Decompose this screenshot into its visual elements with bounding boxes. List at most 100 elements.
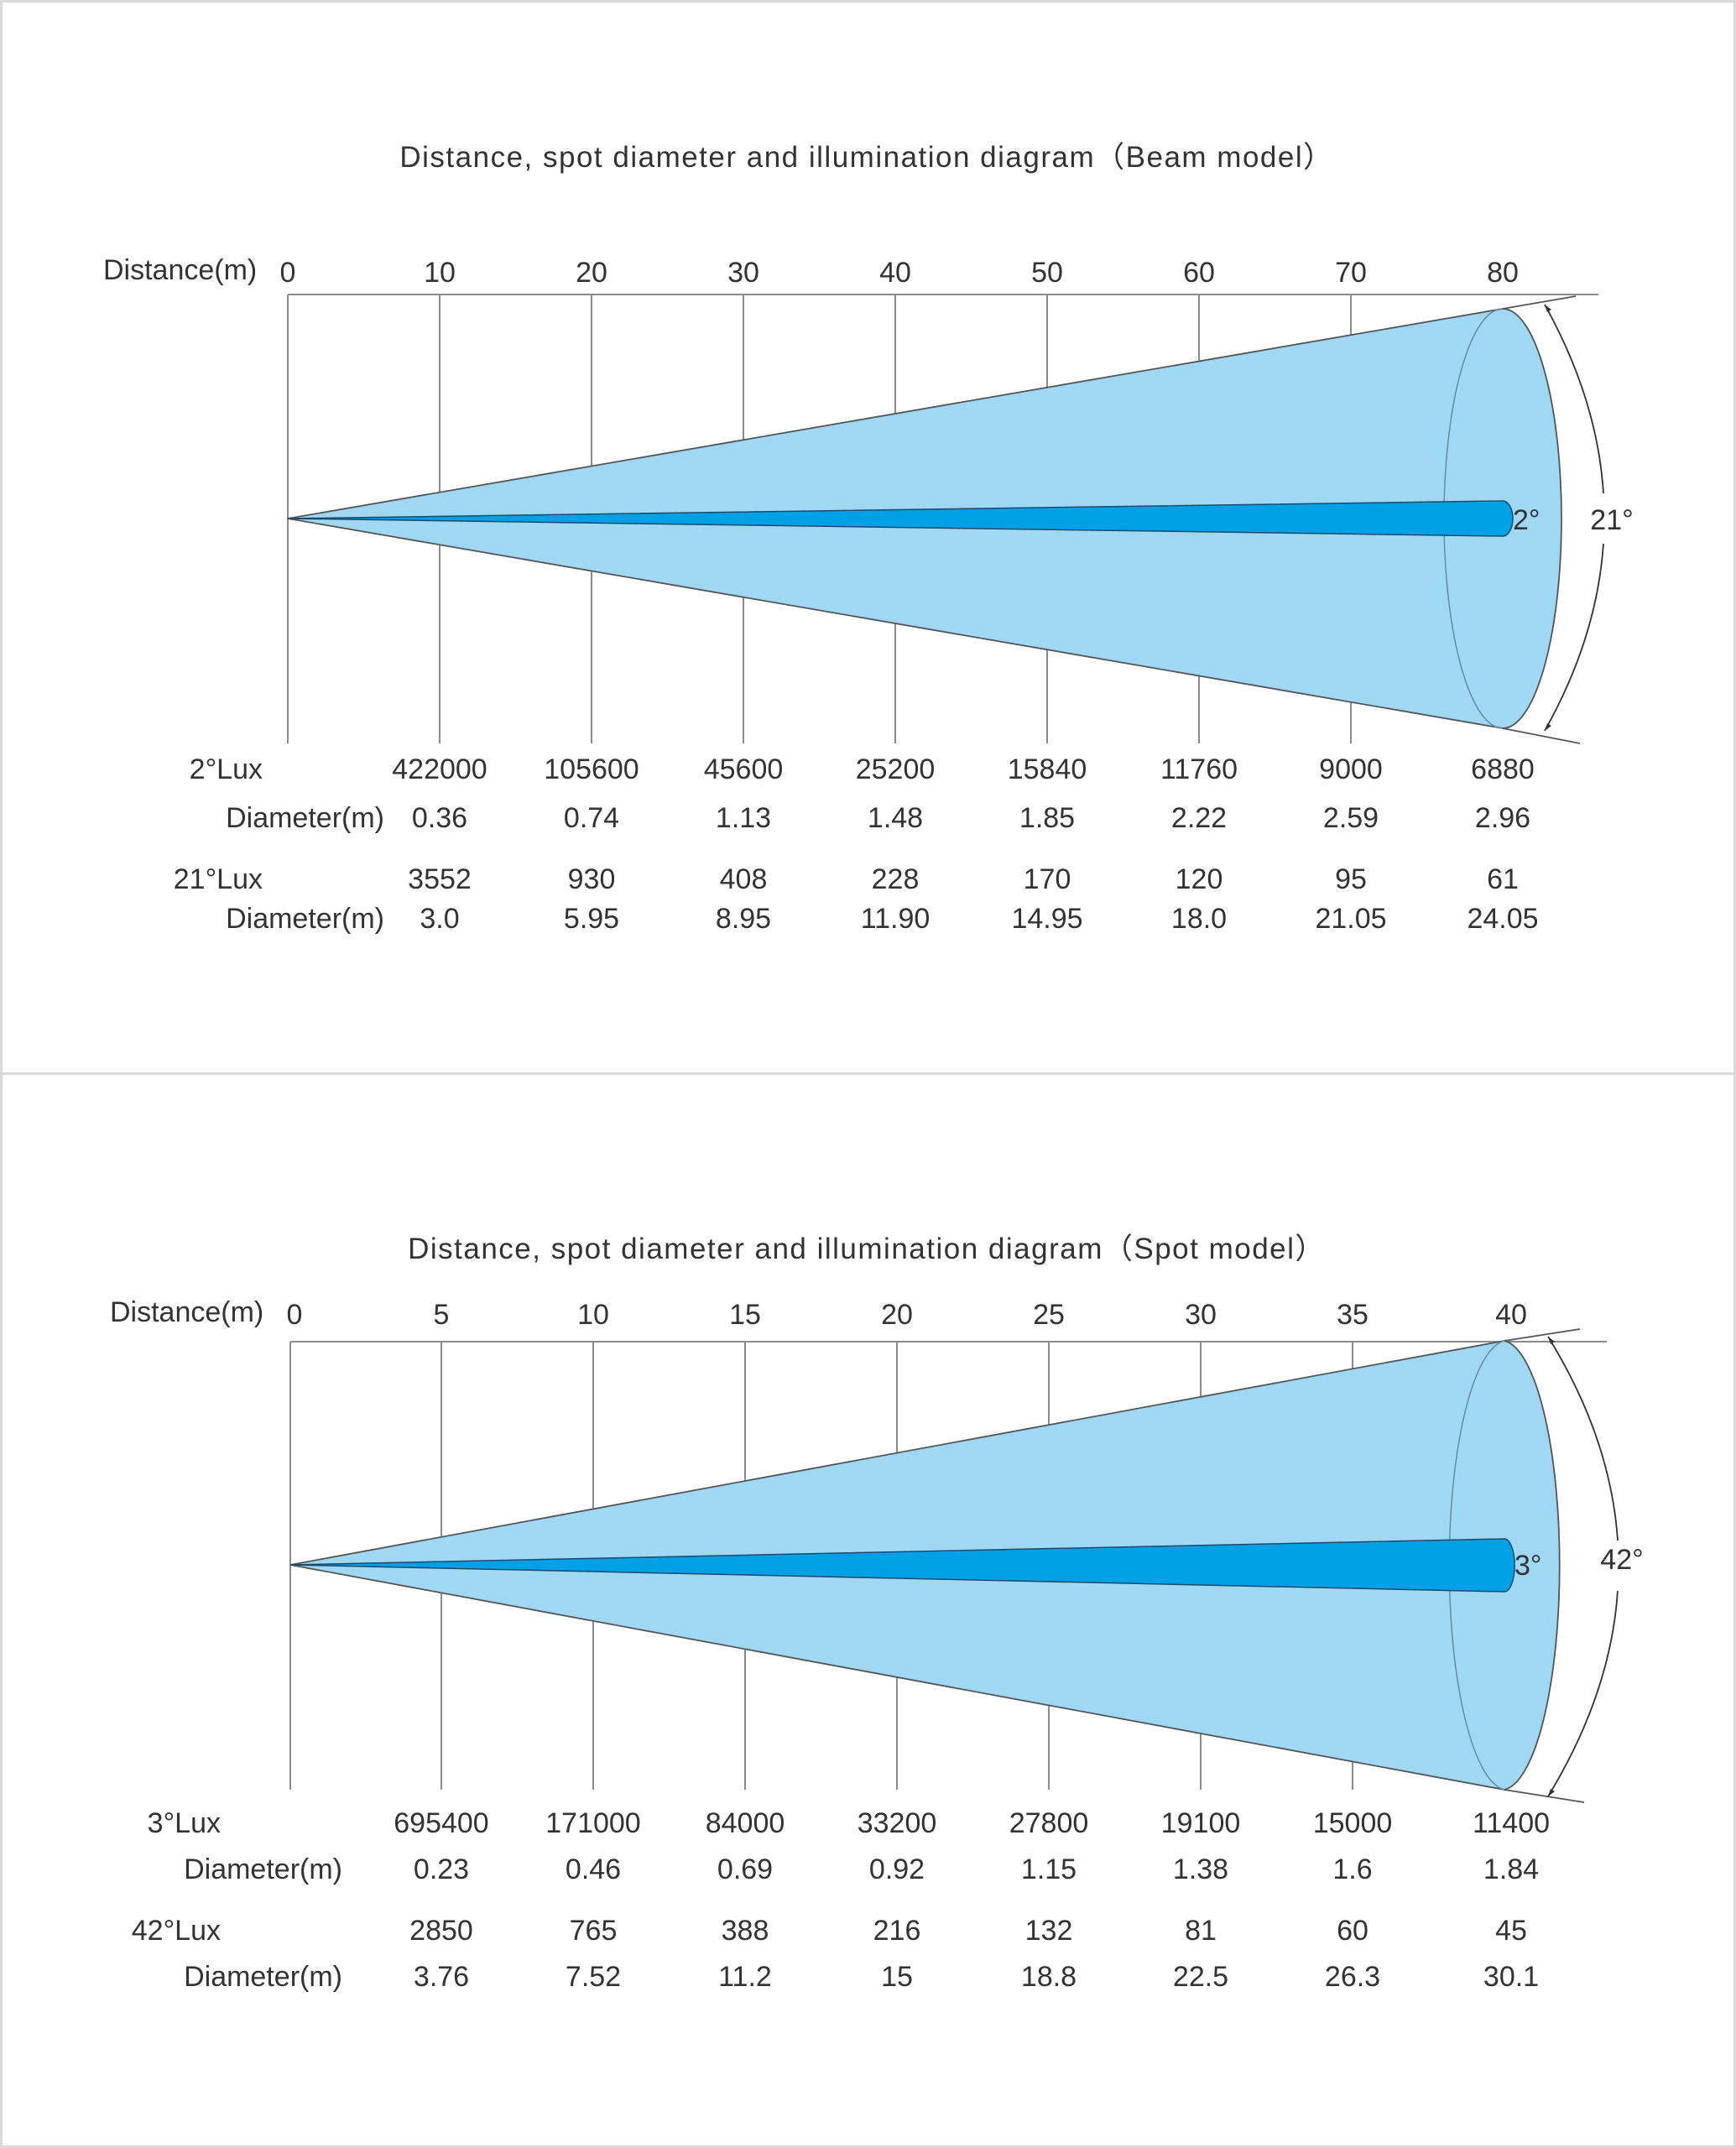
beam-distance-tick: 50 <box>1031 257 1063 289</box>
spot-cell: 765 <box>570 1915 618 1947</box>
spot-cell: 7.52 <box>566 1961 621 1993</box>
spot-distance-tick: 0 <box>287 1299 303 1331</box>
beam-row-label: 21°Lux <box>174 863 263 895</box>
beam-cell: 5.95 <box>564 903 619 935</box>
beam-cell: 25200 <box>856 753 936 785</box>
spot-cell: 216 <box>873 1915 921 1947</box>
spot-narrow-angle-label: 3° <box>1514 1550 1542 1582</box>
spot-row-label: 42°Lux <box>132 1915 221 1947</box>
beam-cell: 11.90 <box>861 903 931 935</box>
spot-cell: 0.46 <box>566 1853 621 1885</box>
beam-wide-angle-label: 21° <box>1590 504 1633 536</box>
spot-cell: 26.3 <box>1325 1961 1380 1993</box>
beam-distance-tick: 60 <box>1183 257 1215 289</box>
spot-cell: 18.8 <box>1021 1961 1077 1993</box>
spot-row-label: 3°Lux <box>148 1807 221 1839</box>
beam-cell: 228 <box>872 863 920 895</box>
spot-cell: 11400 <box>1473 1807 1550 1839</box>
beam-distance-tick: 30 <box>727 257 759 289</box>
spot-cell: 81 <box>1185 1915 1217 1947</box>
spot-narrow-cone <box>289 1538 1515 1593</box>
beam-cell: 45600 <box>704 753 784 785</box>
spot-diagram: Distance, spot diameter and illumination… <box>110 1233 1651 1993</box>
spot-cell: 84000 <box>706 1807 785 1839</box>
beam-cell: 2.22 <box>1171 802 1227 834</box>
beam-cell: 15840 <box>1008 753 1087 785</box>
beam-cell: 18.0 <box>1171 903 1227 935</box>
beam-cell: 14.95 <box>1011 903 1082 935</box>
spot-cell: 695400 <box>394 1807 488 1839</box>
beam-cell: 170 <box>1024 863 1071 895</box>
spot-cell: 0.23 <box>414 1853 469 1885</box>
beam-title: Distance, spot diameter and illumination… <box>399 141 1333 174</box>
spot-cell: 1.84 <box>1483 1853 1539 1885</box>
beam-row-label: 2°Lux <box>190 753 263 785</box>
beam-distance-tick: 20 <box>576 257 607 289</box>
spot-cell: 1.15 <box>1021 1853 1077 1885</box>
spot-wide-angle-label: 42° <box>1600 1544 1643 1576</box>
beam-distance-tick: 70 <box>1335 257 1367 289</box>
spot-distance-tick: 25 <box>1033 1299 1065 1331</box>
beam-narrow-cone <box>287 500 1514 537</box>
beam-cell: 105600 <box>544 753 639 785</box>
beam-distance-tick: 80 <box>1487 257 1519 289</box>
beam-cell: 930 <box>568 863 616 895</box>
beam-cell: 24.05 <box>1467 903 1538 935</box>
beam-cell: 3552 <box>408 863 472 895</box>
spot-cell: 3.76 <box>414 1961 469 1993</box>
spot-cell: 27800 <box>1009 1807 1089 1839</box>
spot-distance-tick: 30 <box>1185 1299 1217 1331</box>
beam-cell: 2.59 <box>1323 802 1379 834</box>
spot-row-label: Diameter(m) <box>184 1961 342 1993</box>
spot-title: Distance, spot diameter and illumination… <box>408 1233 1326 1265</box>
spot-cell: 388 <box>722 1915 769 1947</box>
spot-distance-label: Distance(m) <box>110 1296 263 1328</box>
spot-model-panel: Distance, spot diameter and illumination… <box>0 1072 1736 2148</box>
spot-row-label: Diameter(m) <box>184 1853 342 1885</box>
spot-cell: 11.2 <box>718 1961 772 1993</box>
beam-cell: 120 <box>1176 863 1223 895</box>
beam-distance-label: Distance(m) <box>103 254 257 286</box>
beam-cell: 11760 <box>1160 753 1238 785</box>
spot-distance-tick: 5 <box>434 1299 450 1331</box>
spot-data-table: 3°Lux Diameter(m) 42°Lux Diameter(m) 695… <box>132 1807 1550 1993</box>
beam-data-table: 2°Lux Diameter(m) 21°Lux Diameter(m) 422… <box>174 753 1539 935</box>
beam-cell: 0.74 <box>564 802 619 834</box>
beam-cell: 0.36 <box>412 802 467 834</box>
beam-cell: 1.85 <box>1019 802 1075 834</box>
spot-distance-tick: 15 <box>729 1299 761 1331</box>
spot-distance-tick: 35 <box>1337 1299 1368 1331</box>
beam-distance-ticks: 0 10 20 30 40 50 60 70 80 <box>280 257 1519 289</box>
spot-cell: 45 <box>1495 1915 1527 1947</box>
spot-distance-tick: 10 <box>577 1299 609 1331</box>
spot-cell: 1.6 <box>1332 1853 1372 1885</box>
spot-cell: 19100 <box>1161 1807 1241 1839</box>
beam-cell: 61 <box>1487 863 1519 895</box>
spot-cell: 132 <box>1025 1915 1073 1947</box>
spot-cell: 15 <box>881 1961 913 1993</box>
spot-cell: 60 <box>1337 1915 1368 1947</box>
beam-cell: 2.96 <box>1475 802 1530 834</box>
spot-cell: 171000 <box>545 1807 640 1839</box>
beam-model-panel: Distance, spot diameter and illumination… <box>0 0 1736 1075</box>
beam-diagram: Distance, spot diameter and illumination… <box>103 141 1639 935</box>
spot-distance-tick: 40 <box>1495 1299 1527 1331</box>
beam-row-label: Diameter(m) <box>226 802 384 834</box>
spot-cell: 1.38 <box>1173 1853 1228 1885</box>
spot-extension-lines <box>1504 1328 1585 1803</box>
spot-cell: 0.92 <box>869 1853 925 1885</box>
beam-cell: 3.0 <box>420 903 459 935</box>
beam-cell: 1.13 <box>716 802 771 834</box>
beam-cell: 6880 <box>1471 753 1535 785</box>
spot-cell: 22.5 <box>1173 1961 1228 1993</box>
spot-cell: 15000 <box>1313 1807 1393 1839</box>
beam-narrow-angle-label: 2° <box>1513 504 1541 536</box>
beam-row-label: Diameter(m) <box>226 903 384 935</box>
beam-cell: 1.48 <box>868 802 923 834</box>
beam-cell: 8.95 <box>716 903 771 935</box>
spot-cell: 0.69 <box>717 1853 773 1885</box>
beam-cell: 9000 <box>1319 753 1383 785</box>
spot-distance-ticks: 0 5 10 15 20 25 30 35 40 <box>287 1299 1527 1331</box>
beam-distance-tick: 0 <box>280 257 296 289</box>
beam-cell: 422000 <box>392 753 487 785</box>
